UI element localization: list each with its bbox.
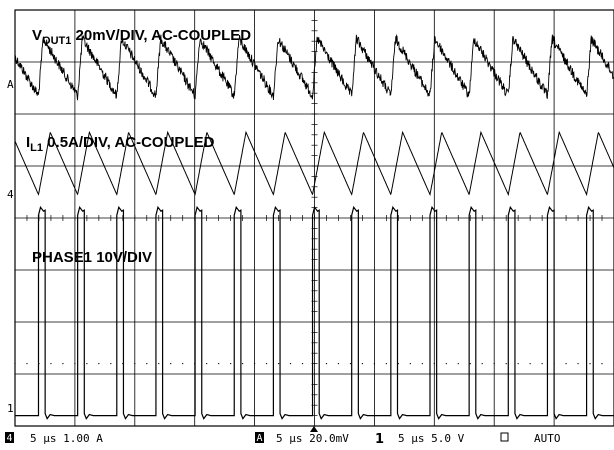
grid-dot <box>349 363 352 365</box>
grid-dot <box>289 363 292 365</box>
grid-dot <box>170 363 172 365</box>
grid-dot <box>313 363 316 365</box>
ch4-marker-box <box>5 432 14 443</box>
grid-dot <box>110 363 112 365</box>
grid-dot <box>86 363 88 365</box>
grid-dot <box>62 363 64 365</box>
readout-bar: 4 5 µs 1.00 A A 5 µs 20.0mV 1 5 µs 5.0 V… <box>5 426 561 447</box>
cha-readout: 5 µs 20.0mV <box>276 432 349 445</box>
grid-dot <box>337 363 340 365</box>
grid-dot <box>457 363 459 365</box>
grid-dot <box>158 363 160 365</box>
grid-dot <box>182 363 184 365</box>
grid-dot <box>409 363 411 365</box>
trace-label-vout1: VOUT1 20mV/DIV, AC-COUPLED <box>32 27 251 47</box>
grid-dot <box>529 363 531 365</box>
grid-dot <box>373 363 375 365</box>
grid-dot <box>445 363 447 365</box>
grid-dot <box>493 363 495 365</box>
channel-marker-4: 4 <box>7 188 14 201</box>
grid-dot <box>26 363 28 365</box>
grid-dot <box>361 363 364 365</box>
grid-dot <box>230 363 232 365</box>
grid-dot <box>265 363 268 365</box>
trace-label-il1: IL1 0.5A/DIV, AC-COUPLED <box>26 134 215 154</box>
grid-dot <box>565 363 567 365</box>
grid-dot <box>74 363 76 365</box>
grid-dot <box>206 363 208 365</box>
grid-dot <box>589 363 591 365</box>
grid-dot <box>421 363 423 365</box>
grid-dot <box>325 363 328 365</box>
channel-marker-1: 1 <box>7 402 14 415</box>
grid-dot <box>277 363 280 365</box>
grid-dot <box>146 363 148 365</box>
grid-dot <box>517 363 519 365</box>
ch4-marker: 4 <box>7 433 13 444</box>
trace-phase1 <box>15 205 614 420</box>
grid-dot <box>254 363 256 365</box>
trace-vout1 <box>14 33 614 101</box>
grid-dot <box>301 363 304 365</box>
traces <box>14 33 614 420</box>
trigger-position-icon <box>310 426 318 432</box>
grid-dot <box>242 363 244 365</box>
grid-dot <box>218 363 220 365</box>
grid-dot <box>541 363 543 365</box>
grid-dot <box>433 363 435 365</box>
grid-dot <box>577 363 579 365</box>
grid-dot <box>134 363 136 365</box>
grid-dot <box>14 363 16 365</box>
trigger-mode: AUTO <box>534 432 561 445</box>
square-icon <box>500 432 509 442</box>
channel-marker-a: A <box>7 78 14 91</box>
grid-dot <box>481 363 483 365</box>
cha-marker: A <box>257 433 263 444</box>
grid-dot <box>385 363 387 365</box>
grid-dot <box>601 363 603 365</box>
ch4-readout: 5 µs 1.00 A <box>30 432 103 445</box>
ch1-readout: 5 µs 5.0 V <box>398 432 465 445</box>
ch1-marker: 1 <box>375 432 384 447</box>
trace-label-phase1: PHASE1 10V/DIV <box>32 249 152 266</box>
grid-dot <box>505 363 507 365</box>
grid-dot <box>50 363 52 365</box>
grid-dot <box>98 363 100 365</box>
cha-marker-box <box>255 432 264 443</box>
trace-il1 <box>14 130 614 197</box>
grid-dot <box>469 363 471 365</box>
